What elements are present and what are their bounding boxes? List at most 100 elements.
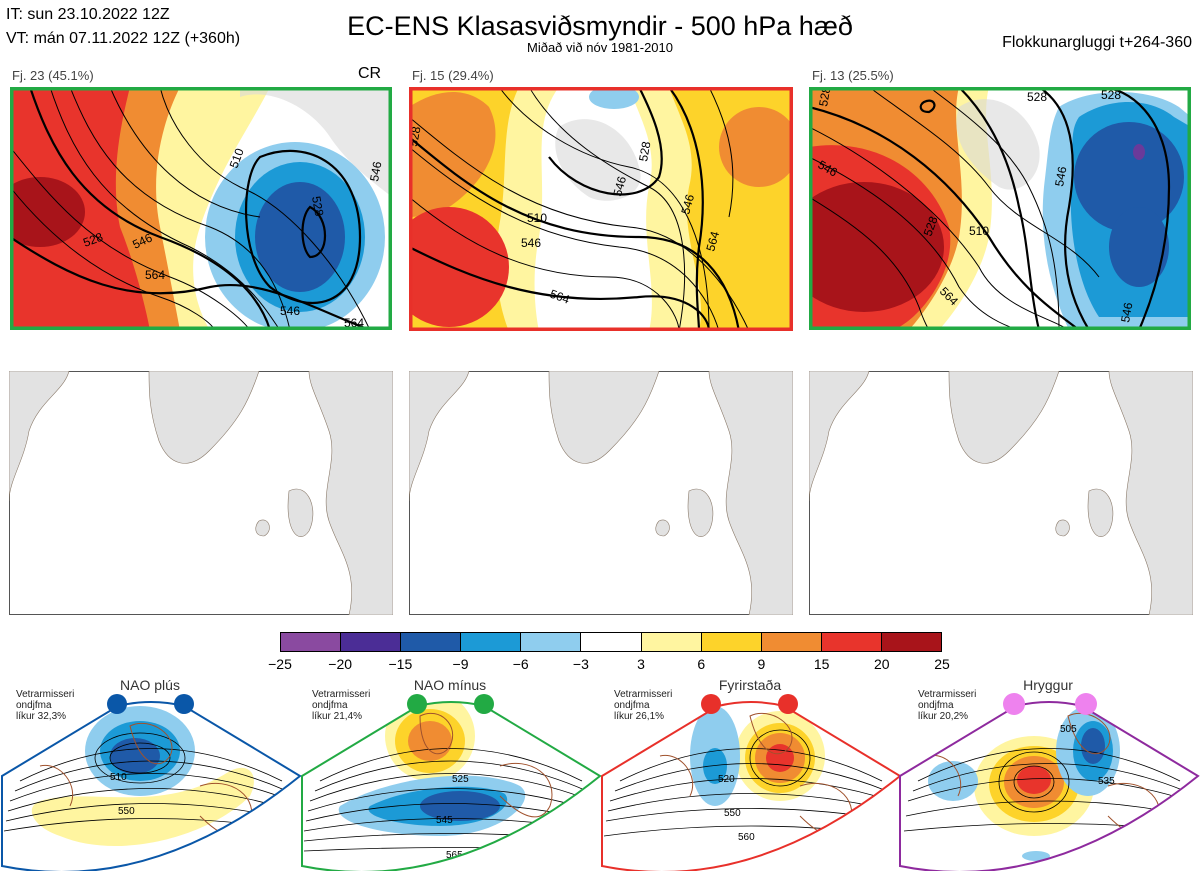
- contour-label: 525: [452, 774, 469, 785]
- regime-nao-plus: NAO plús Vetrarmisseri ondjfma líkur 32,…: [0, 676, 302, 871]
- regime-info: Vetrarmisseri ondjfma líkur 21,4%: [312, 689, 370, 722]
- regime-info: Vetrarmisseri ondjfma líkur 20,2%: [918, 689, 976, 722]
- info-line: Vetrarmisseri: [16, 689, 75, 700]
- contour-label: 528: [1101, 88, 1121, 102]
- colorbar-swatch: [461, 633, 522, 651]
- contour-label: 535: [1098, 776, 1115, 787]
- regime-name: NAO plús: [120, 677, 180, 693]
- colorbar-tick-label: 6: [697, 656, 706, 672]
- regime-name: Fyrirstaða: [718, 677, 782, 693]
- regime-info: Vetrarmisseri ondjfma líkur 26,1%: [614, 689, 672, 722]
- regime-info: Vetrarmisseri ondjfma líkur 32,3%: [16, 689, 74, 722]
- regime-marker: [1075, 693, 1097, 715]
- info-line: ondjfma: [918, 700, 954, 711]
- colorbar-tick-label: −3: [572, 656, 589, 672]
- colorbar-tick-label: −6: [512, 656, 529, 672]
- regime-frame: [899, 701, 1200, 871]
- colorbar-tick-label: 3: [637, 656, 645, 672]
- contour-label: 528: [409, 125, 423, 147]
- page-subtitle: Miðað við nóv 1981-2010: [527, 40, 673, 55]
- contour-label: 520: [718, 774, 735, 785]
- contour-label: 546: [521, 236, 541, 250]
- regime-map: 510 550: [1, 694, 302, 871]
- contour-label: 528: [1027, 90, 1047, 104]
- info-line: ondjfma: [16, 700, 52, 711]
- colorbar-ticks: −25 −20 −15 −9 −6 −3 3 6 9 15 20 25: [268, 656, 950, 674]
- regime-blocking: Fyrirstaða Vetrarmisseri ondjfma líkur 2…: [600, 676, 902, 871]
- info-line: líkur 26,1%: [614, 711, 665, 722]
- contour-label: 564: [145, 268, 165, 282]
- regime-map: 520 550 560: [601, 694, 902, 871]
- colorbar-swatch: [281, 633, 342, 651]
- regime-frame: [601, 701, 902, 871]
- panel-1-label: Fj. 23 (45.1%): [12, 68, 94, 83]
- contour-label: 546: [367, 160, 384, 182]
- regime-map: 505 535 560: [899, 693, 1200, 871]
- contour-label: 564: [548, 287, 572, 307]
- info-line: líkur 21,4%: [312, 711, 363, 722]
- vt-line: VT: mán 07.11.2022 12Z (+360h): [6, 30, 241, 47]
- contour-label: 550: [118, 806, 135, 817]
- contour-label: 546: [1118, 301, 1135, 323]
- panel-2-border: [409, 87, 793, 331]
- empty-map-1: [9, 371, 393, 615]
- contour-label: 510: [527, 211, 547, 225]
- colorbar-swatch: [761, 633, 822, 651]
- regime-marker: [778, 694, 798, 714]
- colorbar-tick-label: 9: [757, 656, 766, 672]
- colorbar-swatch: [521, 633, 582, 651]
- info-line: ondjfma: [614, 700, 650, 711]
- empty-map-3: [809, 371, 1193, 615]
- regime-marker: [407, 694, 427, 714]
- contour-label: 546: [280, 304, 300, 318]
- regime-frame: [301, 701, 602, 871]
- regime-name: NAO mínus: [413, 677, 487, 693]
- contour-label: 550: [724, 808, 741, 819]
- contour-label: 546: [610, 174, 629, 197]
- regime-nao-minus: NAO mínus Vetrarmisseri ondjfma líkur 21…: [300, 676, 602, 871]
- info-line: ondjfma: [312, 700, 348, 711]
- regime-marker: [474, 694, 494, 714]
- contour-label: 510: [110, 772, 127, 783]
- contour-label: 528: [636, 140, 653, 162]
- colorbar: [280, 632, 942, 652]
- colorbar-swatch: [341, 633, 402, 651]
- colorbar-tick-label: 20: [874, 656, 890, 672]
- contour-label: 505: [1060, 724, 1077, 735]
- contour-label: 528: [309, 195, 326, 217]
- colorbar-tick-label: 25: [934, 656, 950, 672]
- regime-ridge: Hryggur Vetrarmisseri ondjfma líkur 20,2…: [898, 676, 1200, 871]
- contour-label: 510: [969, 224, 989, 238]
- contour-label: 528: [921, 214, 941, 238]
- regime-frame: [1, 701, 302, 871]
- regime-map: 525 545 565: [301, 694, 602, 871]
- panel-3-label: Fj. 13 (25.5%): [812, 68, 894, 83]
- contour-label: 546: [678, 192, 697, 215]
- colorbar-swatch: [701, 633, 762, 651]
- colorbar-tick-label: −20: [328, 656, 353, 672]
- colorbar-swatch: [581, 633, 642, 651]
- it-line: IT: sun 23.10.2022 12Z: [6, 6, 170, 23]
- colorbar-swatch: [641, 633, 702, 651]
- panel-2-label: Fj. 15 (29.4%): [412, 68, 494, 83]
- colorbar-tick-label: −25: [268, 656, 292, 672]
- contour-label: 564: [703, 229, 722, 252]
- panel-3-border: [809, 87, 1191, 330]
- window-label: Flokkunargluggi t+264-360: [1002, 34, 1192, 51]
- contour-label: 510: [227, 146, 247, 170]
- contour-label: 560: [738, 832, 755, 843]
- cluster-map-2: 528 528 546 510 546 564 564 546: [409, 87, 793, 331]
- regime-name: Hryggur: [1023, 677, 1073, 693]
- colorbar-tick-label: −9: [452, 656, 469, 672]
- colorbar-tick-label: 15: [813, 656, 830, 672]
- info-line: Vetrarmisseri: [312, 689, 371, 700]
- panel-1-border: [10, 87, 392, 330]
- info-line: Vetrarmisseri: [918, 689, 977, 700]
- colorbar-swatch: [401, 633, 462, 651]
- empty-map-2: [409, 371, 793, 615]
- cluster-map-3: 528 528 546 528 510 546 564 546 528: [809, 87, 1191, 330]
- panel-1-tag: CR: [358, 65, 382, 82]
- colorbar-tick-label: −15: [388, 656, 413, 672]
- regime-marker: [1003, 693, 1025, 715]
- regime-marker: [107, 694, 127, 714]
